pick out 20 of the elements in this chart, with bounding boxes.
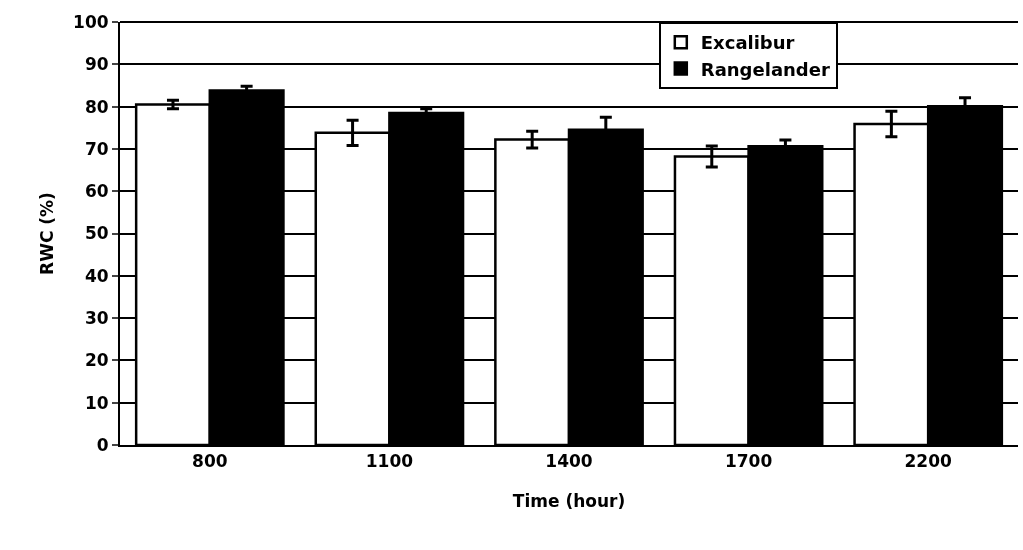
x-tick-label: 1700	[724, 451, 773, 472]
y-tick-label: 30	[84, 308, 109, 329]
y-tick-label: 70	[84, 138, 109, 159]
y-tick-label: 90	[84, 54, 109, 75]
x-tick-label: 1100	[365, 451, 414, 472]
x-tick-label: 2200	[904, 451, 953, 472]
y-tick-label: 10	[84, 392, 109, 413]
y-tick-label: 0	[96, 434, 109, 455]
y-tick-label: 100	[73, 11, 109, 32]
x-tick-label: 800	[192, 451, 228, 472]
legend-label: Rangelander	[700, 58, 830, 80]
x-axis-title: Time (hour)	[512, 491, 626, 512]
y-tick-label: 60	[84, 181, 109, 202]
x-tick-label: 1400	[545, 451, 593, 472]
y-tick-label: 80	[84, 96, 109, 117]
legend-label: Excalibur	[700, 32, 795, 54]
y-axis-title: RWC (%)	[37, 192, 58, 275]
y-tick-label: 50	[84, 223, 109, 244]
y-tick-label: 40	[84, 265, 109, 286]
y-tick-label: 20	[84, 350, 109, 371]
